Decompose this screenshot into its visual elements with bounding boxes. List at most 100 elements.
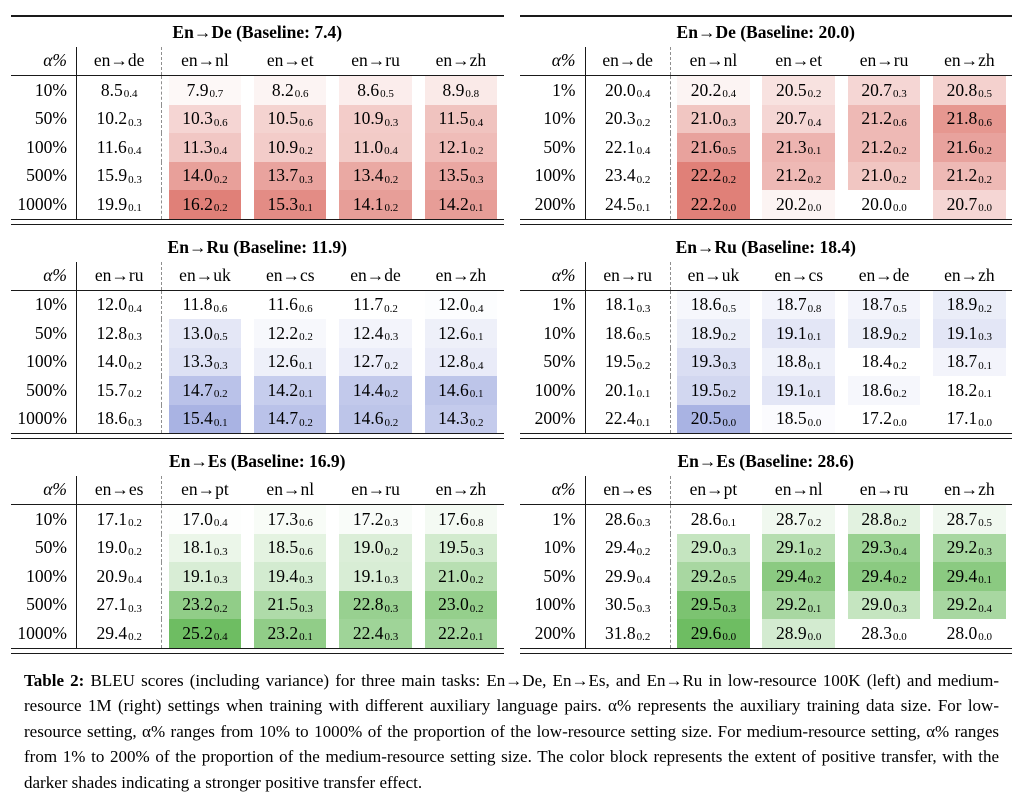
bleu-value: 20.0: [605, 80, 636, 101]
bleu-value: 18.1: [605, 294, 636, 315]
alpha-label: 500%: [11, 376, 77, 405]
table-caption: Table 2: BLEU scores (including variance…: [24, 668, 999, 795]
bleu-variance: 0.5: [214, 331, 228, 343]
bleu-value: 22.4: [353, 623, 384, 644]
alpha-label: 50%: [520, 348, 586, 377]
table-title: En→De (Baseline: 20.0): [520, 17, 1013, 47]
bleu-variance: 0.2: [637, 174, 651, 186]
bleu-value: 12.7: [353, 351, 384, 372]
alpha-label: 10%: [520, 319, 586, 348]
bleu-value: 12.6: [268, 351, 299, 372]
bleu-value: 21.5: [268, 594, 299, 615]
bleu-variance: 0.0: [808, 631, 822, 643]
bleu-variance: 0.0: [808, 417, 822, 429]
bleu-variance: 0.2: [893, 517, 907, 529]
bleu-variance: 0.3: [128, 117, 142, 129]
bottom-rule: [520, 219, 1013, 225]
bleu-value: 20.3: [605, 108, 636, 129]
bleu-variance: 0.0: [978, 417, 992, 429]
bleu-variance: 0.3: [384, 517, 398, 529]
alpha-label: 200%: [520, 190, 586, 219]
bleu-value: 31.8: [605, 623, 636, 644]
bleu-variance: 0.2: [637, 360, 651, 372]
alpha-label: 200%: [520, 405, 586, 434]
alpha-label: 500%: [11, 591, 77, 620]
bleu-value: 22.8: [353, 594, 384, 615]
column-header: en→ru: [841, 47, 926, 75]
bleu-variance: 0.1: [299, 631, 313, 643]
bleu-variance: 0.0: [893, 202, 907, 214]
column-header: en→uk: [671, 262, 756, 290]
bleu-value: 28.7: [947, 509, 978, 530]
bleu-variance: 0.5: [722, 145, 736, 157]
bleu-value: 20.1: [605, 380, 636, 401]
bleu-value: 8.9: [443, 80, 465, 101]
bleu-value: 13.3: [182, 351, 213, 372]
bleu-variance: 0.5: [722, 303, 736, 315]
bleu-variance: 0.2: [384, 388, 398, 400]
bleu-value: 28.3: [861, 623, 892, 644]
alpha-label: 50%: [11, 534, 77, 563]
bleu-value: 10.5: [268, 108, 299, 129]
bleu-variance: 0.4: [893, 546, 907, 558]
column-header: en→zh: [927, 476, 1012, 504]
column-header: en→cs: [756, 262, 841, 290]
bleu-variance: 0.0: [978, 631, 992, 643]
bleu-value: 14.2: [268, 380, 299, 401]
column-header: en→zh: [927, 262, 1012, 290]
bleu-value: 23.0: [438, 594, 469, 615]
bleu-value: 19.1: [353, 566, 384, 587]
bleu-variance: 0.3: [384, 117, 398, 129]
bleu-value: 24.5: [605, 194, 636, 215]
bleu-value: 19.0: [353, 537, 384, 558]
alpha-label: 1%: [520, 291, 586, 320]
